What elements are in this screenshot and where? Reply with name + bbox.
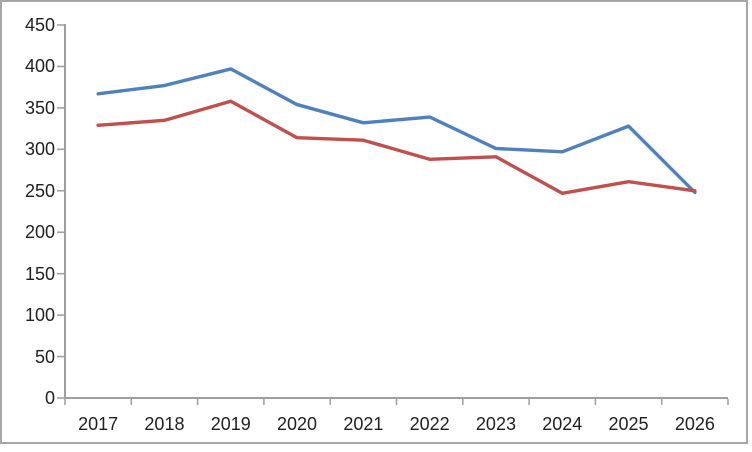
x-axis-tick-label: 2020 <box>277 414 318 434</box>
y-axis-tick-label: 200 <box>24 222 55 243</box>
x-axis-tick-label: 2022 <box>409 414 450 434</box>
x-axis-tick-label: 2021 <box>343 414 384 434</box>
y-axis-tick-label: 250 <box>24 180 55 201</box>
x-axis-tick-label: 2024 <box>542 414 583 434</box>
y-axis-tick-label: 300 <box>24 139 55 160</box>
x-axis-tick-label: 2018 <box>144 414 185 434</box>
y-axis-tick-label: 450 <box>24 15 55 35</box>
chart-frame <box>0 0 748 444</box>
x-axis-tick-label: 2017 <box>78 414 119 434</box>
y-axis-tick-label: 150 <box>24 263 55 284</box>
y-axis-tick-label: 400 <box>24 56 55 77</box>
series-1-line <box>96 67 697 195</box>
series-2-line <box>96 99 697 195</box>
x-axis-tick-label: 2026 <box>674 414 715 434</box>
x-axis-tick-label: 2025 <box>608 414 649 434</box>
y-axis-tick-label: 350 <box>24 97 55 118</box>
x-axis-tick-label: 2023 <box>475 414 516 434</box>
y-axis-tick-label: 0 <box>44 388 55 408</box>
x-axis-tick-label: 2019 <box>210 414 251 434</box>
y-axis-tick-label: 50 <box>34 346 55 367</box>
y-axis-tick-label: 100 <box>24 305 55 326</box>
